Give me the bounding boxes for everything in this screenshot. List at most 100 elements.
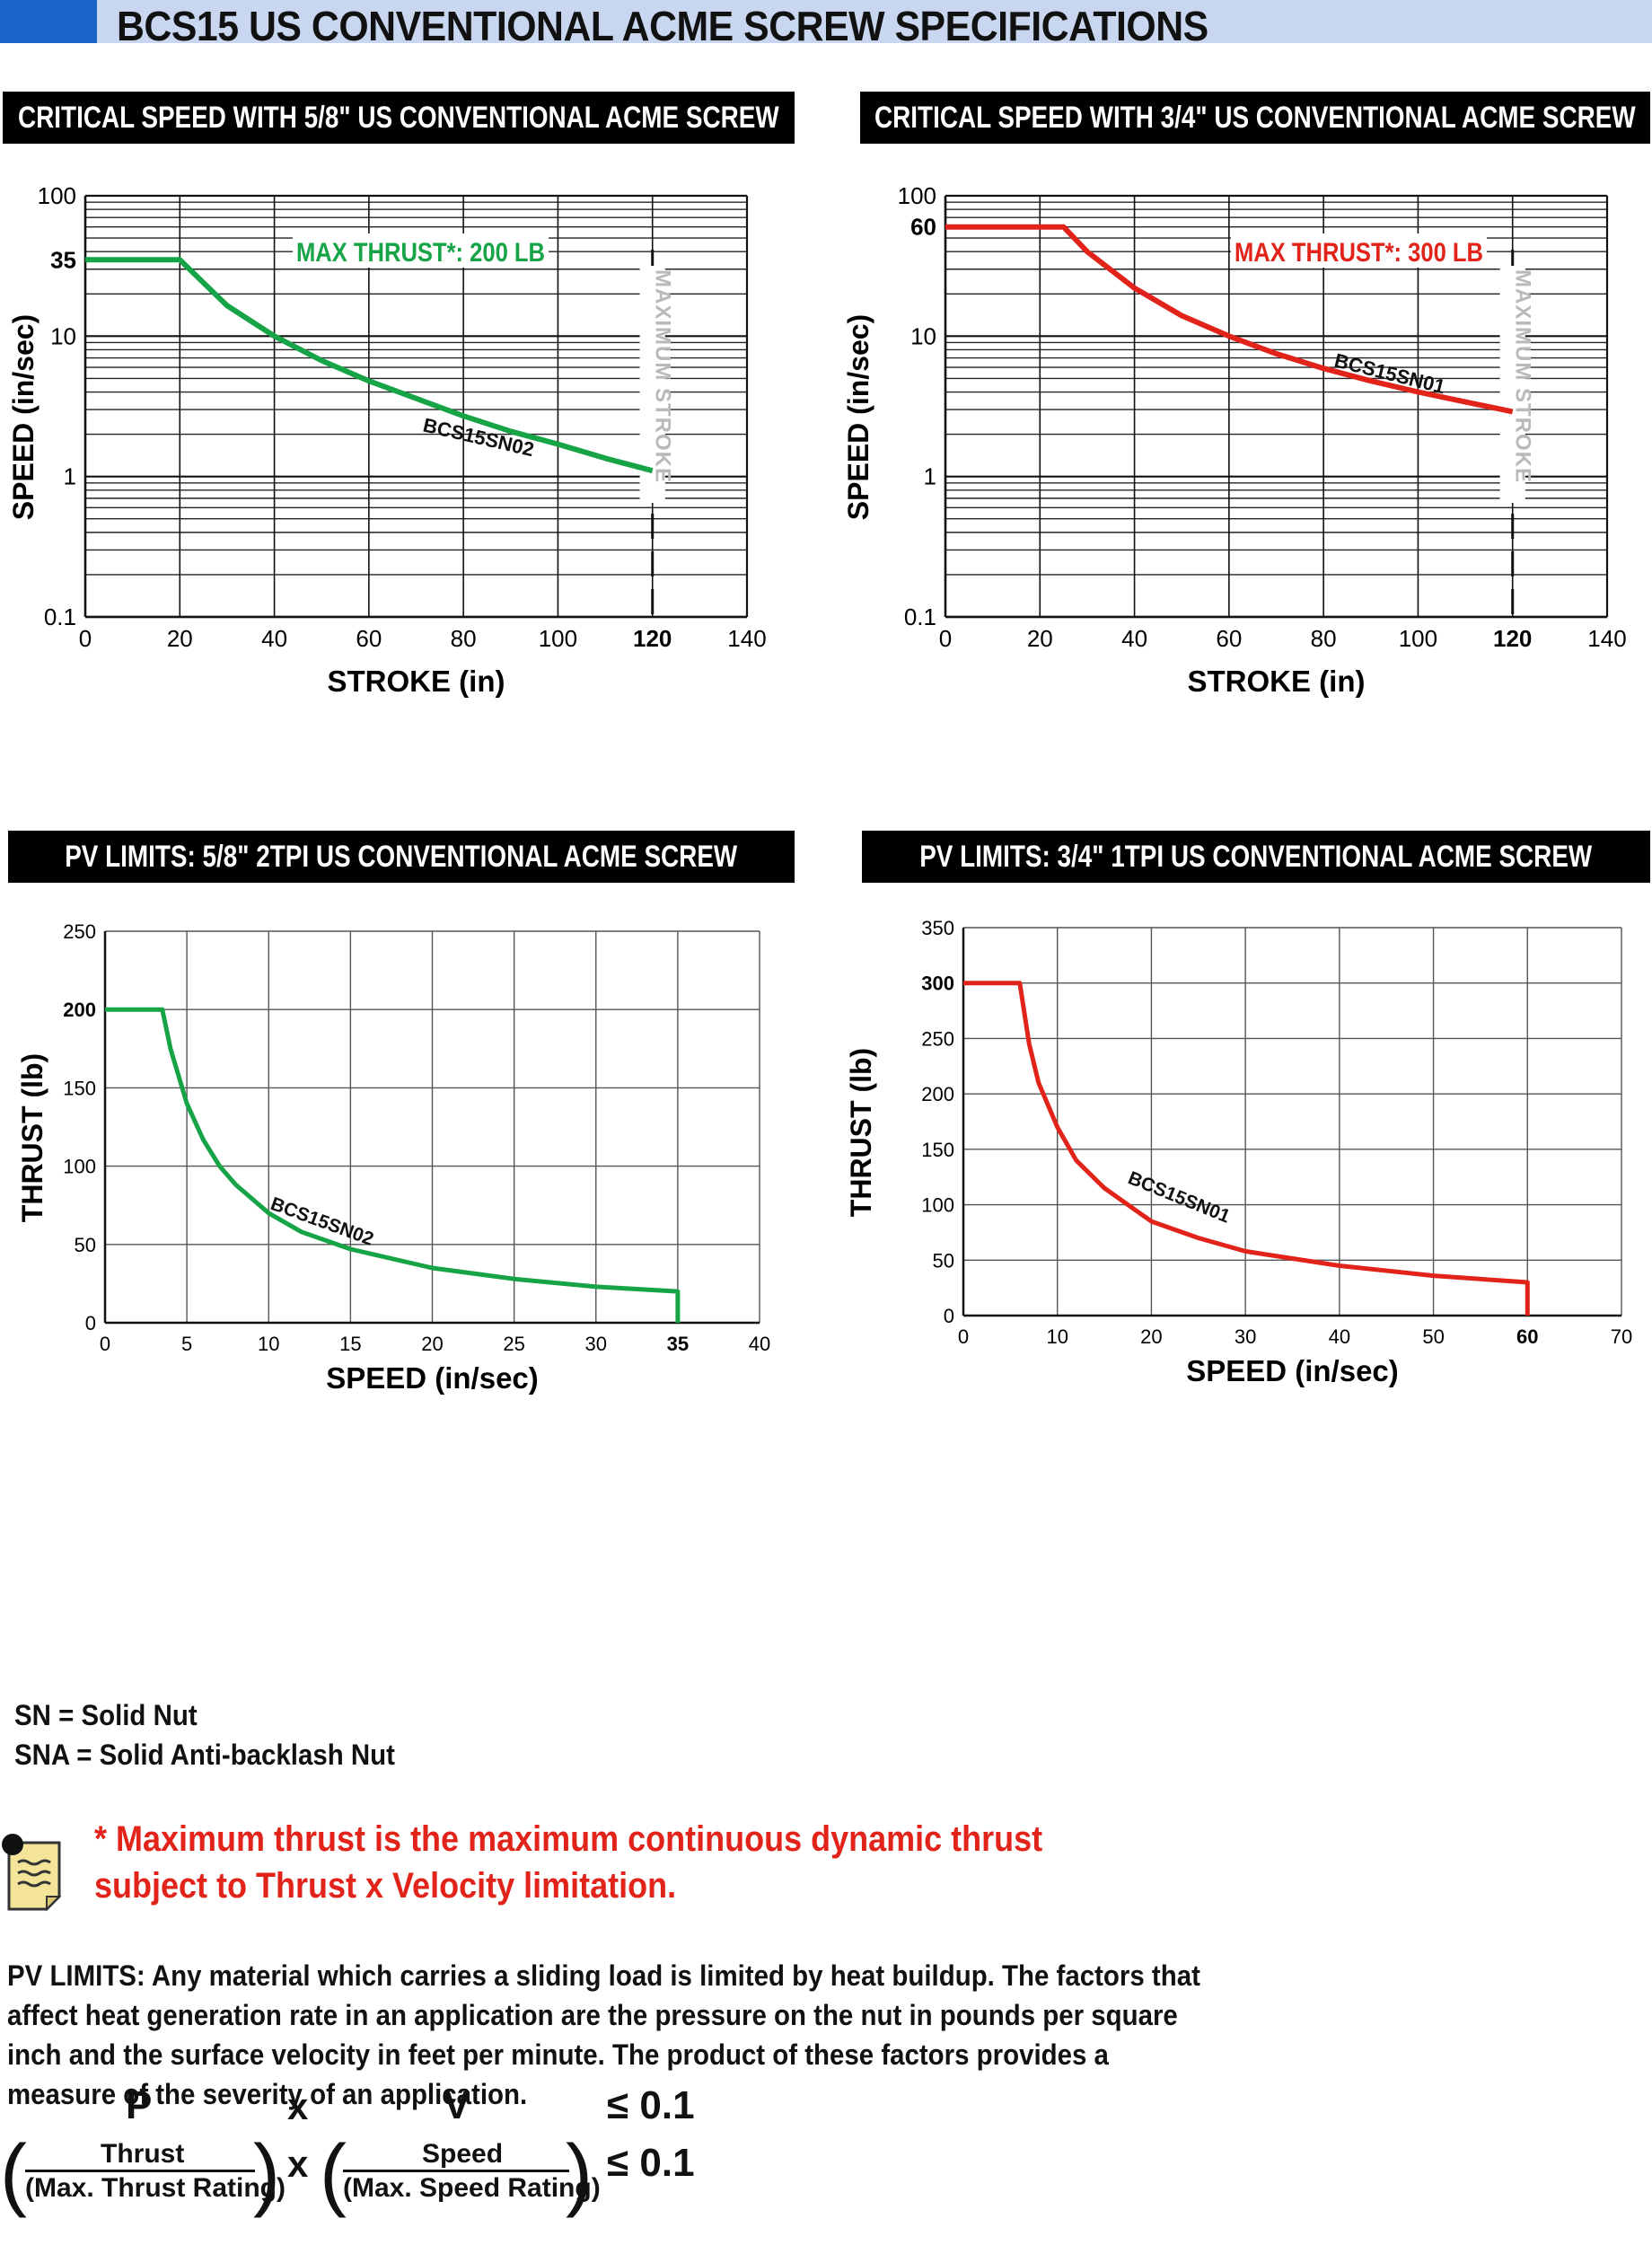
max-thrust-annotation: MAX THRUST*: 300 LB — [1235, 238, 1483, 268]
x-tick-label: 35 — [667, 1333, 689, 1355]
series-label: BCS15SN01 — [1332, 349, 1447, 399]
x-tick-label: 40 — [1121, 625, 1147, 652]
x-axis-title: SPEED (in/sec) — [1186, 1354, 1399, 1387]
x-tick-label: 60 — [356, 625, 382, 652]
x-axis-title: SPEED (in/sec) — [326, 1361, 539, 1395]
y-tick-label: 350 — [921, 917, 954, 939]
paren-open-1: ( — [0, 2129, 27, 2219]
chart-header-text: CRITICAL SPEED WITH 3/4" US CONVENTIONAL… — [874, 100, 1636, 135]
chart-header-pv34: PV LIMITS: 3/4" 1TPI US CONVENTIONAL ACM… — [862, 831, 1650, 883]
chart-header-cs58: CRITICAL SPEED WITH 5/8" US CONVENTIONAL… — [3, 92, 795, 144]
y-tick-label: 100 — [921, 1194, 954, 1217]
fraction-bar-1 — [25, 2170, 255, 2172]
paren-close-2: ) — [566, 2129, 593, 2219]
paren-open-2: ( — [320, 2129, 347, 2219]
x-axis-title: STROKE (in) — [1188, 665, 1366, 698]
series-label: BCS15SN01 — [1125, 1167, 1233, 1227]
x-tick-label: 60 — [1216, 625, 1242, 652]
series-line-BCS15SN01 — [945, 224, 1514, 415]
y-tick-label: 0.1 — [904, 603, 936, 630]
y-tick-label: 35 — [50, 246, 76, 273]
y-tick-label: 200 — [63, 999, 96, 1021]
formula-max-thrust: (Max. Thrust Rating) — [25, 2173, 286, 2203]
chart-header-text: PV LIMITS: 3/4" 1TPI US CONVENTIONAL ACM… — [919, 839, 1593, 874]
chart-header-cs34: CRITICAL SPEED WITH 3/4" US CONVENTIONAL… — [860, 92, 1650, 144]
x-tick-label: 20 — [1027, 625, 1053, 652]
x-tick-label: 60 — [1516, 1325, 1538, 1348]
x-tick-label: 40 — [261, 625, 287, 652]
y-tick-label: 100 — [898, 182, 936, 209]
y-tick-label: 50 — [933, 1249, 954, 1272]
paren-close-1: ) — [253, 2129, 280, 2219]
x-tick-label: 30 — [585, 1333, 607, 1355]
y-tick-label: 1 — [924, 463, 936, 490]
y-tick-label: 150 — [921, 1139, 954, 1161]
series-line-BCS15SN02 — [105, 1007, 681, 1323]
pv-formula: P x V ≤ 0.1 ( Thrust (Max. Thrust Rating… — [0, 2083, 718, 2245]
y-tick-label: 250 — [63, 920, 96, 943]
x-tick-label: 70 — [1611, 1325, 1632, 1348]
formula-max-speed: (Max. Speed Rating) — [343, 2173, 601, 2203]
y-tick-label: 0.1 — [44, 603, 76, 630]
y-tick-label: 60 — [910, 214, 936, 241]
notepad-icon — [2, 1834, 62, 1912]
pv-limits-paragraph: PV LIMITS: Any material which carries a … — [7, 1959, 1200, 2110]
y-tick-label: 0 — [944, 1305, 954, 1327]
formula-v: V — [444, 2083, 470, 2127]
series-line-BCS15SN02 — [85, 257, 654, 474]
x-tick-label: 20 — [421, 1333, 443, 1355]
y-axis-title: SPEED (in/sec) — [842, 314, 874, 520]
x-tick-label: 40 — [749, 1333, 770, 1355]
x-tick-label: 40 — [1329, 1325, 1350, 1348]
x-tick-label: 0 — [939, 625, 952, 652]
y-tick-label: 150 — [63, 1077, 96, 1099]
formula-p: P — [126, 2083, 153, 2127]
legend-sn: SN = Solid Nut — [14, 1699, 198, 1731]
formula-le-bottom: ≤ 0.1 — [607, 2141, 695, 2185]
max-stroke-label-bg — [1499, 266, 1525, 501]
chart-header-text: PV LIMITS: 5/8" 2TPI US CONVENTIONAL ACM… — [65, 839, 738, 874]
title-bar: BCS15 US CONVENTIONAL ACME SCREW SPECIFI… — [0, 0, 1652, 49]
x-tick-label: 5 — [181, 1333, 192, 1355]
fraction-bar-2 — [343, 2170, 569, 2172]
x-tick-label: 140 — [1587, 625, 1626, 652]
x-tick-label: 15 — [339, 1333, 361, 1355]
max-stroke-label-bg — [639, 266, 665, 501]
x-tick-label: 50 — [1422, 1325, 1444, 1348]
x-axis-title: STROKE (in) — [328, 665, 505, 698]
chart-header-pv58: PV LIMITS: 5/8" 2TPI US CONVENTIONAL ACM… — [8, 831, 795, 883]
y-tick-label: 0 — [85, 1312, 96, 1334]
formula-le-top: ≤ 0.1 — [607, 2083, 695, 2127]
x-tick-label: 0 — [79, 625, 92, 652]
y-tick-label: 100 — [38, 182, 76, 209]
annotation-bg — [1231, 233, 1487, 268]
y-tick-label: 250 — [921, 1027, 954, 1050]
x-tick-label: 10 — [1046, 1325, 1068, 1348]
legend-sna: SNA = Solid Anti-backlash Nut — [14, 1739, 395, 1771]
y-tick-label: 10 — [910, 322, 936, 349]
max-thrust-annotation: MAX THRUST*: 200 LB — [296, 238, 545, 268]
x-tick-label: 25 — [503, 1333, 524, 1355]
x-tick-label: 140 — [727, 625, 766, 652]
y-tick-label: 1 — [64, 463, 76, 490]
x-tick-label: 20 — [167, 625, 193, 652]
y-tick-label: 100 — [63, 1156, 96, 1178]
chart-header-text: CRITICAL SPEED WITH 5/8" US CONVENTIONAL… — [18, 100, 779, 135]
y-axis-title: THRUST (lb) — [845, 1048, 877, 1217]
formula-x-top: x — [287, 2085, 309, 2127]
x-tick-label: 120 — [1493, 625, 1532, 652]
y-axis-title: SPEED (in/sec) — [7, 314, 40, 520]
critical-speed-chart-3-4: MAXIMUM STROKE MAX THRUST*: 300 LB BCS15SN… — [842, 182, 1627, 698]
y-axis-title: THRUST (lb) — [16, 1053, 48, 1222]
x-tick-label: 80 — [1311, 625, 1337, 652]
max-stroke-label: MAXIMUM STROKE — [1511, 269, 1535, 483]
x-tick-label: 80 — [451, 625, 477, 652]
x-tick-label: 0 — [100, 1333, 110, 1355]
x-tick-label: 100 — [539, 625, 577, 652]
y-tick-label: 10 — [50, 322, 76, 349]
y-tick-label: 300 — [921, 973, 954, 995]
formula-thrust: Thrust — [101, 2139, 185, 2169]
y-tick-label: 200 — [921, 1083, 954, 1105]
series-line-BCS15SN01 — [963, 981, 1530, 1316]
